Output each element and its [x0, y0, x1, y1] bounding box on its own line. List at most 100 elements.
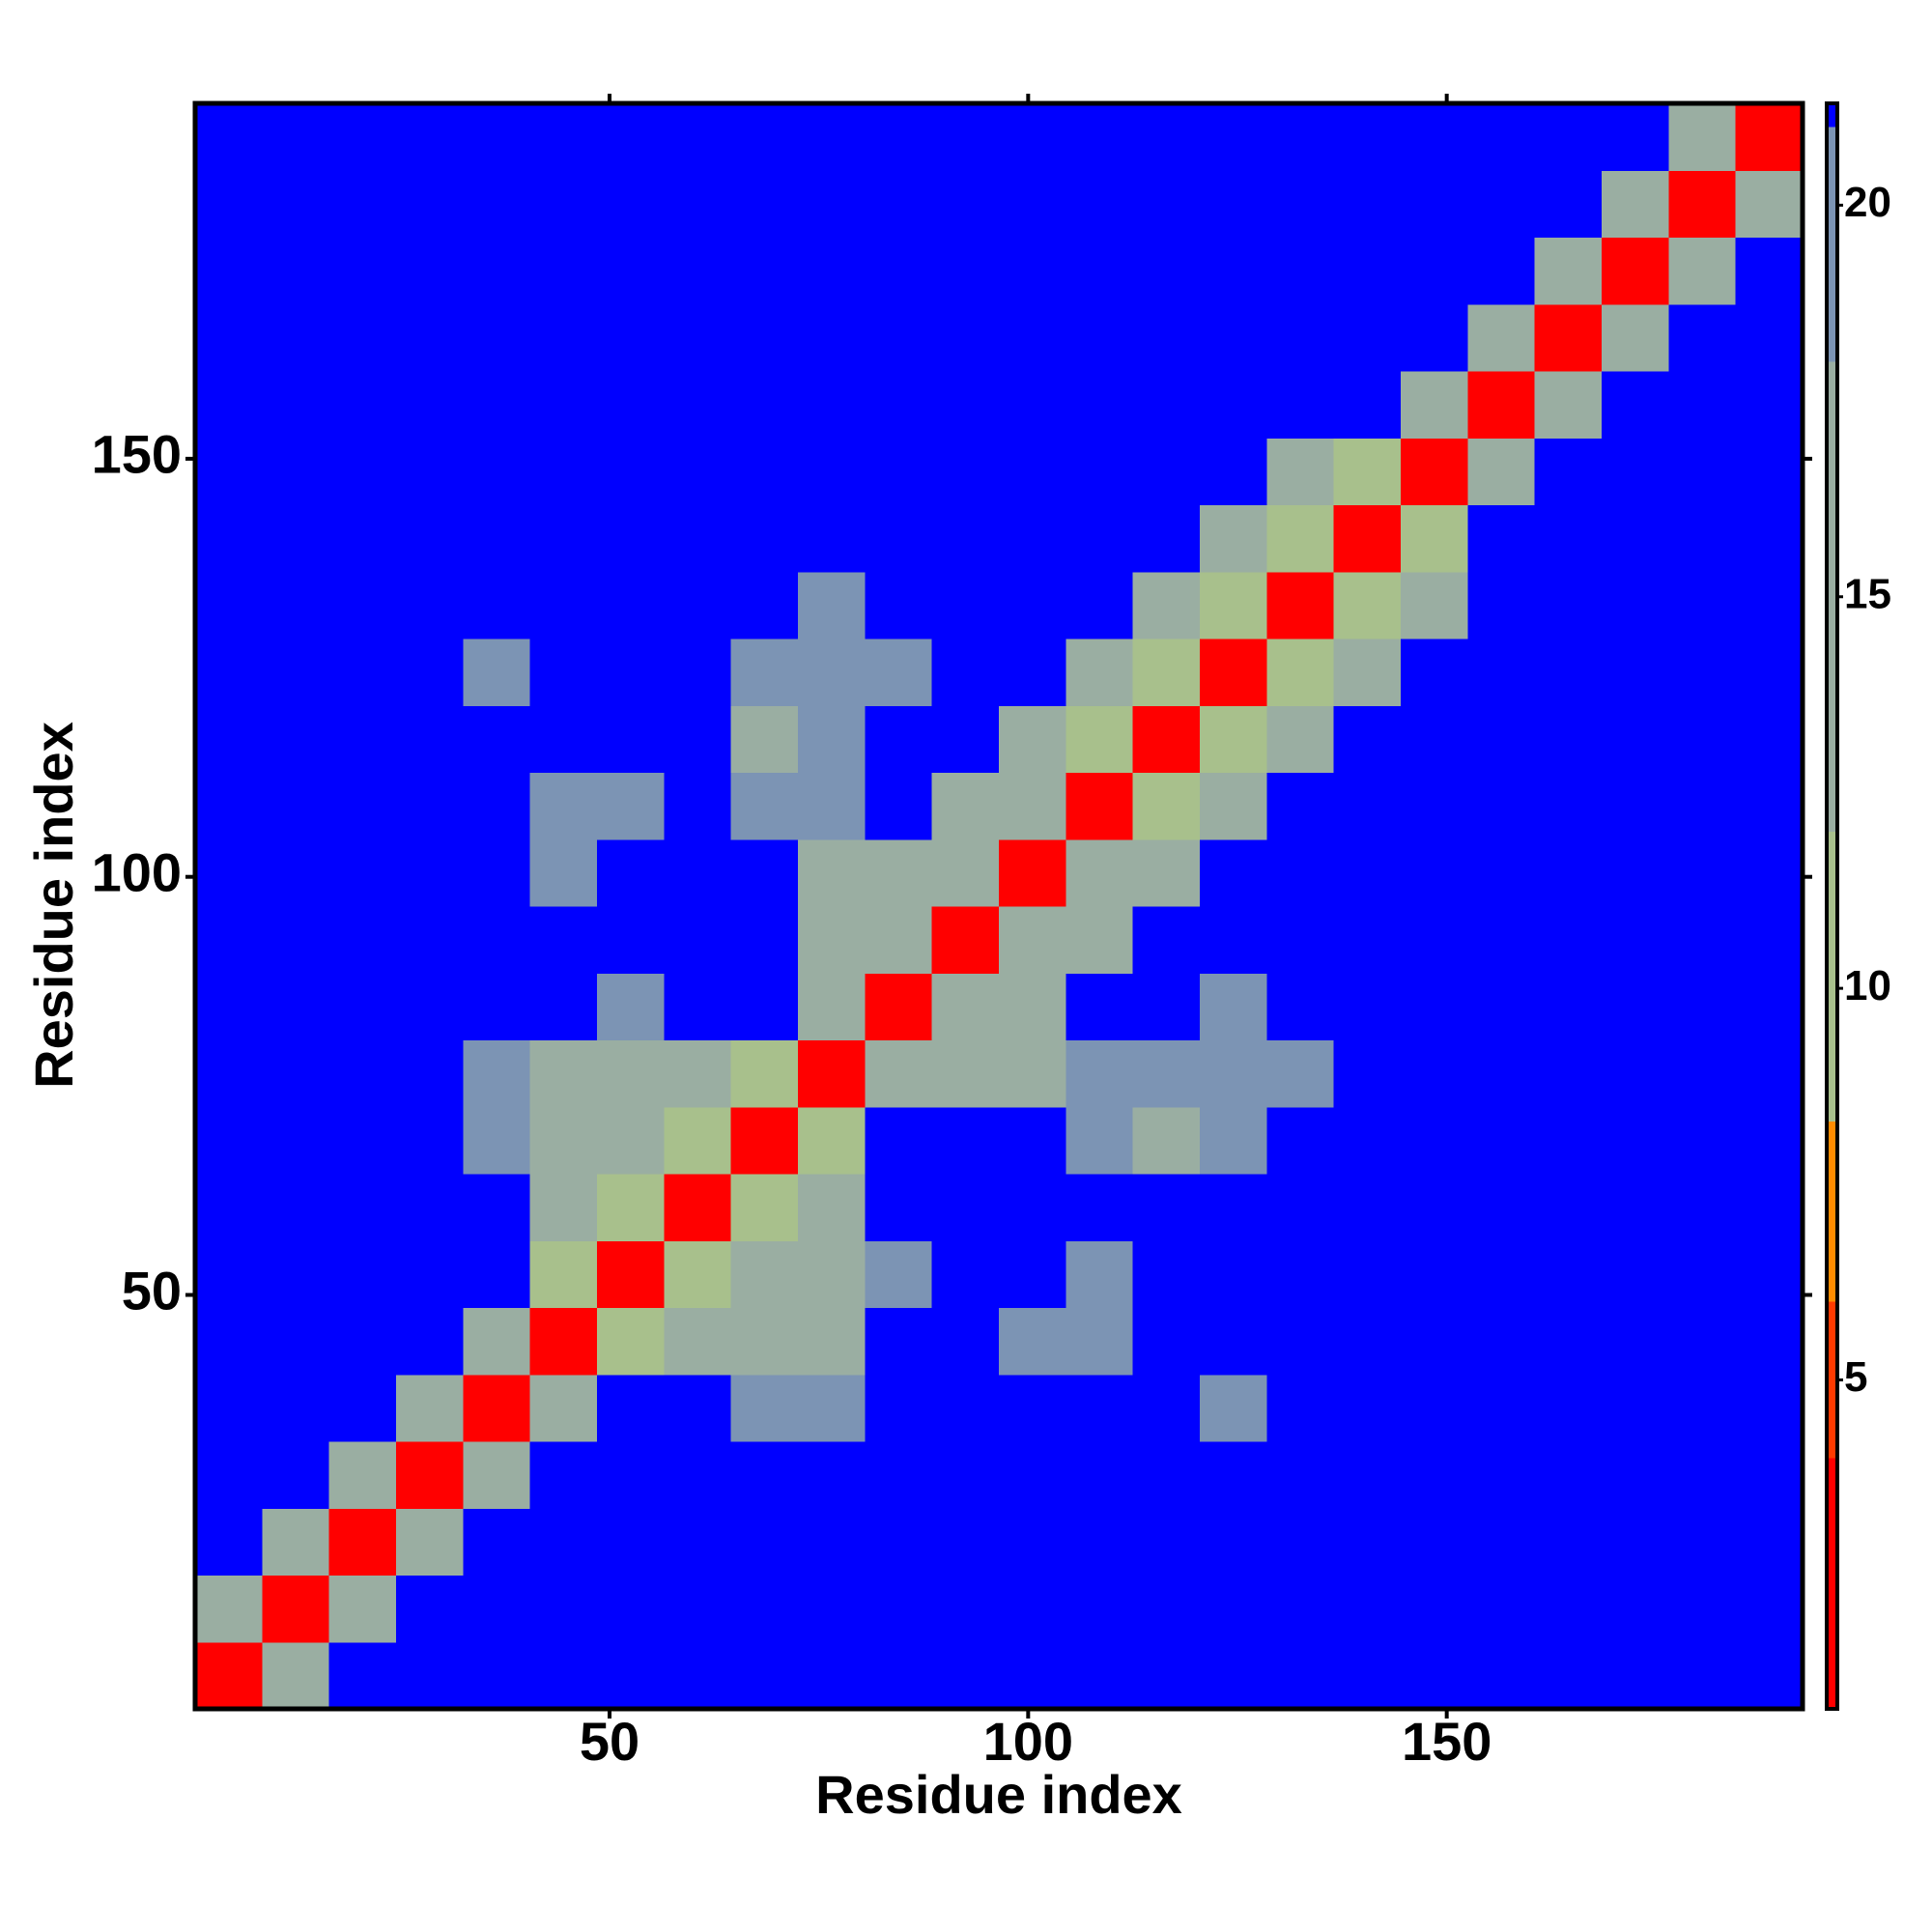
- heatmap-cell: [1200, 1240, 1267, 1308]
- heatmap-cell: [1602, 1374, 1669, 1442]
- heatmap-cell: [664, 1106, 732, 1175]
- heatmap-cell: [931, 1240, 1000, 1308]
- heatmap-cell: [195, 705, 263, 773]
- heatmap-cell: [1200, 438, 1267, 505]
- heatmap-cell: [931, 438, 1000, 505]
- heatmap-cell: [730, 1641, 799, 1710]
- heatmap-cell: [1735, 973, 1804, 1040]
- heatmap-cell: [1668, 103, 1737, 171]
- heatmap-cell: [1602, 973, 1669, 1040]
- heatmap-cell: [597, 639, 665, 706]
- heatmap-cell: [865, 1106, 933, 1175]
- heatmap-cell: [1602, 504, 1669, 573]
- heatmap-cell: [262, 571, 330, 639]
- colorbar-segment: [1827, 1301, 1837, 1459]
- heatmap-cell: [1735, 103, 1804, 171]
- heatmap-cell: [730, 1307, 799, 1376]
- heatmap-cell: [1401, 772, 1468, 840]
- heatmap-cell: [730, 1240, 799, 1308]
- heatmap-cell: [1132, 1441, 1201, 1509]
- heatmap-cell: [1668, 303, 1737, 372]
- heatmap-cell: [1534, 1174, 1603, 1241]
- heatmap-cell: [463, 303, 531, 372]
- heatmap-cell: [1266, 973, 1335, 1040]
- heatmap-cell: [798, 1174, 866, 1241]
- heatmap-cell: [463, 1575, 531, 1643]
- heatmap-cell: [664, 906, 732, 974]
- heatmap-cell: [1401, 1307, 1468, 1376]
- heatmap-cell: [328, 1307, 397, 1376]
- heatmap-cell: [1065, 1441, 1134, 1509]
- heatmap-cell: [1602, 1307, 1669, 1376]
- heatmap-cell: [262, 170, 330, 238]
- heatmap-cell: [1065, 838, 1134, 907]
- heatmap-cell: [328, 1508, 397, 1576]
- heatmap-cell: [1534, 103, 1603, 171]
- heatmap-cell: [262, 371, 330, 439]
- heatmap-cell: [1602, 639, 1669, 706]
- heatmap-cell: [1534, 906, 1603, 974]
- y-tick-label: 150: [92, 424, 182, 485]
- heatmap-cell: [1467, 1508, 1536, 1576]
- heatmap-cell: [463, 170, 531, 238]
- colorbar-frame: [1825, 101, 1839, 1711]
- heatmap-cell: [798, 639, 866, 706]
- heatmap-cell: [1333, 906, 1402, 974]
- heatmap-cell: [1668, 1575, 1737, 1643]
- heatmap-cell: [328, 1575, 397, 1643]
- heatmap-cell: [262, 103, 330, 171]
- heatmap-cell: [1602, 237, 1669, 305]
- heatmap-cell: [597, 1106, 665, 1175]
- heatmap-cell: [529, 639, 598, 706]
- heatmap-cell: [664, 237, 732, 305]
- heatmap-cell: [328, 504, 397, 573]
- heatmap-cell: [396, 103, 464, 171]
- heatmap-cell: [262, 1641, 330, 1710]
- heatmap-cell: [463, 1641, 531, 1710]
- heatmap-cell: [1602, 103, 1669, 171]
- heatmap-cell: [1333, 1106, 1402, 1175]
- heatmap-cell: [1668, 772, 1737, 840]
- heatmap-cell: [1266, 303, 1335, 372]
- heatmap-cell: [597, 772, 665, 840]
- heatmap-cell: [396, 1307, 464, 1376]
- heatmap-cell: [1266, 371, 1335, 439]
- heatmap-cell: [999, 772, 1066, 840]
- heatmap-cell: [730, 838, 799, 907]
- heatmap-cell: [1132, 1508, 1201, 1576]
- heatmap-cell: [1065, 103, 1134, 171]
- heatmap-cell: [1534, 1307, 1603, 1376]
- heatmap-cell: [328, 1039, 397, 1108]
- heatmap-cell: [865, 1307, 933, 1376]
- heatmap-cell: [1200, 1641, 1267, 1710]
- heatmap-cell: [529, 103, 598, 171]
- heatmap-cell: [1132, 438, 1201, 505]
- heatmap-cell: [1467, 371, 1536, 439]
- heatmap-cell: [1534, 303, 1603, 372]
- heatmap-cell: [328, 237, 397, 305]
- heatmap-cell: [1467, 838, 1536, 907]
- heatmap-cell: [195, 103, 263, 171]
- heatmap-cell: [463, 1508, 531, 1576]
- heatmap-cell: [328, 303, 397, 372]
- heatmap-cell: [664, 170, 732, 238]
- y-tick-label: 50: [122, 1260, 182, 1321]
- heatmap-cell: [865, 838, 933, 907]
- heatmap-cell: [396, 371, 464, 439]
- heatmap-cell: [1132, 1174, 1201, 1241]
- heatmap-cell: [529, 170, 598, 238]
- heatmap-cell: [1735, 1441, 1804, 1509]
- heatmap-cell: [262, 1374, 330, 1442]
- heatmap-cell: [798, 772, 866, 840]
- heatmap-cell: [798, 170, 866, 238]
- heatmap-cell: [730, 371, 799, 439]
- heatmap-cell: [1065, 1575, 1134, 1643]
- heatmap-cell: [195, 571, 263, 639]
- heatmap-cell: [1333, 1575, 1402, 1643]
- heatmap-cell: [865, 237, 933, 305]
- heatmap-cell: [1401, 1106, 1468, 1175]
- heatmap-cell: [1735, 237, 1804, 305]
- x-tick-label: 50: [580, 1711, 639, 1772]
- heatmap-cell: [798, 1508, 866, 1576]
- heatmap-cell: [999, 1374, 1066, 1442]
